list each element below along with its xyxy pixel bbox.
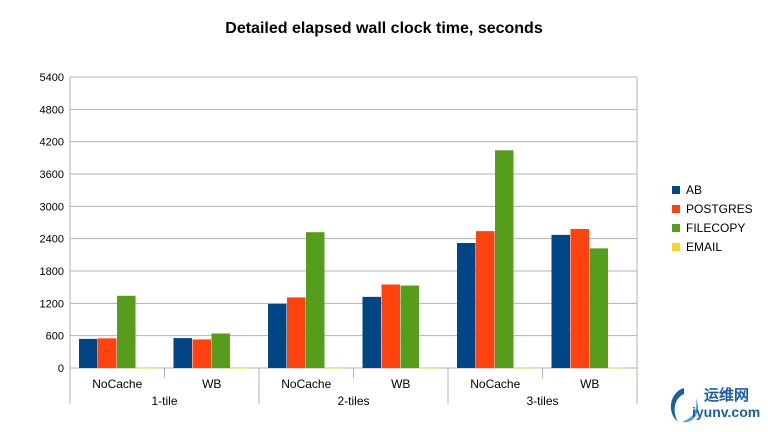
- y-tick-label: 1200: [40, 298, 64, 310]
- x-tick-label: WB: [202, 377, 221, 391]
- legend: AB POSTGRES FILECOPY EMAIL: [672, 180, 753, 256]
- bar: [325, 367, 344, 369]
- bar: [79, 338, 98, 368]
- bar: [476, 231, 495, 368]
- y-tick-label: 5400: [40, 72, 64, 84]
- legend-item: FILECOPY: [672, 218, 753, 237]
- x-tick-label: NoCache: [281, 377, 331, 391]
- group-label: 3-tiles: [526, 394, 558, 408]
- y-tick-label: 4200: [40, 137, 64, 149]
- y-tick-label: 3000: [40, 201, 64, 213]
- legend-swatch: [672, 185, 680, 194]
- x-tick-label: NoCache: [92, 377, 142, 391]
- y-tick-label: 4800: [40, 104, 64, 116]
- bar: [268, 303, 287, 368]
- y-tick-label: 2400: [40, 234, 64, 246]
- bar: [514, 367, 533, 369]
- watermark: 运维网 iyunv.com: [664, 384, 764, 428]
- bar: [98, 338, 117, 368]
- bar: [306, 232, 325, 368]
- legend-label: AB: [686, 182, 703, 197]
- bar: [551, 234, 570, 368]
- bar: [287, 297, 306, 368]
- legend-swatch: [672, 204, 680, 213]
- bar: [117, 295, 136, 368]
- legend-item: AB: [672, 180, 753, 199]
- bar: [362, 296, 381, 368]
- watermark-text-url: iyunv.com: [692, 404, 761, 420]
- y-tick-label: 600: [46, 331, 64, 343]
- watermark-text-cn: 运维网: [704, 387, 750, 404]
- x-tick-label: WB: [391, 377, 410, 391]
- bar: [419, 367, 438, 369]
- bar: [570, 228, 589, 368]
- bar: [495, 150, 514, 368]
- y-tick-label: 0: [58, 363, 64, 375]
- legend-item: POSTGRES: [672, 199, 753, 218]
- legend-label: EMAIL: [686, 239, 723, 254]
- watermark-logo-icon: [670, 388, 699, 423]
- bar: [381, 284, 400, 368]
- legend-item: EMAIL: [672, 237, 753, 256]
- group-label: 2-tiles: [337, 394, 369, 408]
- legend-label: POSTGRES: [686, 201, 753, 216]
- group-label: 1-tile: [151, 394, 177, 408]
- y-tick-label: 1800: [40, 266, 64, 278]
- chart-title: Detailed elapsed wall clock time, second…: [225, 20, 543, 37]
- bar: [211, 333, 230, 368]
- bar: [589, 248, 608, 368]
- y-tick-label: 3600: [40, 169, 64, 181]
- bar: [192, 339, 211, 368]
- legend-swatch: [672, 242, 680, 251]
- bar: [136, 367, 155, 369]
- bar: [173, 338, 192, 368]
- legend-swatch: [672, 223, 680, 232]
- bar: [400, 285, 419, 368]
- x-tick-label: NoCache: [470, 377, 520, 391]
- bar: [230, 367, 249, 369]
- bar: [457, 242, 476, 368]
- bar: [608, 367, 627, 369]
- legend-label: FILECOPY: [686, 220, 746, 235]
- x-tick-label: WB: [580, 377, 599, 391]
